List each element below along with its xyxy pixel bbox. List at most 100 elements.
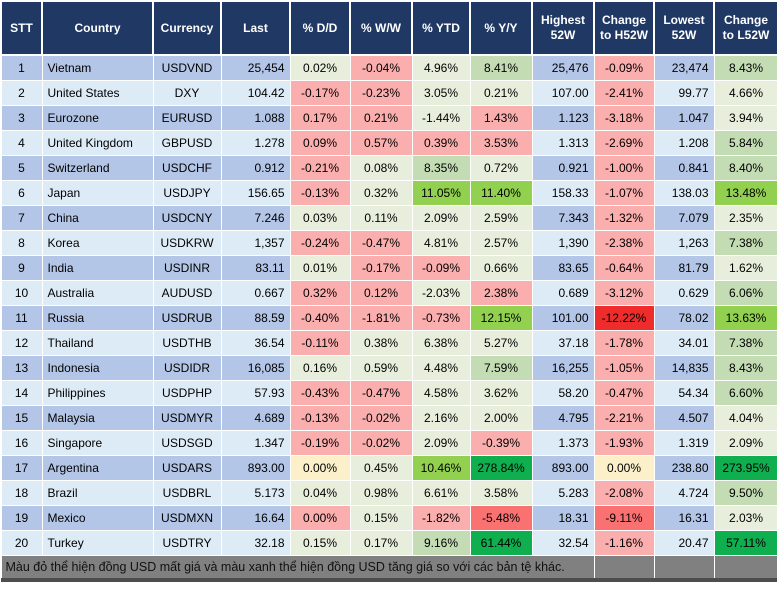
col-header-currency: Currency — [152, 0, 222, 56]
cell-lowest-52w: 4.507 — [653, 405, 715, 431]
cell-stt: 6 — [0, 180, 43, 206]
cell-pct-change-h52w: 0.00% — [593, 455, 655, 481]
cell-lowest-52w: 81.79 — [653, 255, 715, 281]
cell-pct-ww: -0.04% — [349, 54, 413, 81]
cell-currency: USDIDR — [152, 355, 222, 381]
cell-last: 83.11 — [220, 255, 291, 281]
cell-pct-change-h52w: -0.64% — [593, 255, 655, 281]
cell-pct-change-l52w: 7.38% — [713, 330, 777, 356]
cell-currency: GBPUSD — [152, 130, 222, 156]
cell-pct-change-h52w: -1.07% — [593, 180, 655, 206]
table-row: 4 United Kingdom GBPUSD 1.278 0.09% 0.57% 0.39… — [0, 130, 777, 156]
cell-pct-dd: -0.17% — [289, 80, 351, 106]
table-row: 20 Turkey USDTRY 32.18 0.15% 0.17% 9.16% 61.44%… — [0, 530, 777, 556]
cell-stt: 1 — [0, 54, 43, 81]
cell-pct-ww: 0.57% — [349, 130, 413, 156]
cell-pct-change-h52w: -2.21% — [593, 405, 655, 431]
cell-country: Vietnam — [41, 54, 154, 81]
cell-pct-dd: 0.16% — [289, 355, 351, 381]
cell-pct-dd: 0.03% — [289, 205, 351, 231]
cell-country: Argentina — [41, 455, 154, 481]
cell-lowest-52w: 78.02 — [653, 305, 715, 331]
cell-pct-change-h52w: -3.12% — [593, 280, 655, 306]
fx-rates-sheet: STT Country Currency Last% D/D% W/W% YTD% Y… — [0, 0, 777, 582]
cell-stt: 10 — [0, 280, 43, 306]
cell-highest-52w: 4.795 — [531, 405, 595, 431]
cell-lowest-52w: 14,835 — [653, 355, 715, 381]
cell-pct-ww: -0.47% — [349, 380, 413, 406]
cell-lowest-52w: 0.629 — [653, 280, 715, 306]
cell-last: 88.59 — [220, 305, 291, 331]
col-header-change-to-l52w: Change to L52W — [713, 0, 777, 56]
cell-country: Indonesia — [41, 355, 154, 381]
cell-country: Malaysia — [41, 405, 154, 431]
cell-lowest-52w: 0.841 — [653, 155, 715, 181]
cell-lowest-52w: 138.03 — [653, 180, 715, 206]
cell-pct-yy: 5.27% — [469, 330, 533, 356]
table-row: 15 Malaysia USDMYR 4.689 -0.13% -0.02% 2.16% 2.… — [0, 405, 777, 431]
cell-pct-ytd: 2.09% — [411, 430, 471, 456]
cell-country: Switzerland — [41, 155, 154, 181]
cell-pct-ytd: 4.58% — [411, 380, 471, 406]
table-row: 19 Mexico USDMXN 16.64 0.00% 0.15% -1.82% -5.48… — [0, 505, 777, 531]
cell-pct-change-h52w: -0.09% — [593, 54, 655, 81]
cell-pct-change-l52w: 2.09% — [713, 430, 777, 456]
cell-last: 104.42 — [220, 80, 291, 106]
cell-highest-52w: 0.921 — [531, 155, 595, 181]
cell-lowest-52w: 1.208 — [653, 130, 715, 156]
cell-pct-change-h52w: -1.16% — [593, 530, 655, 556]
cell-pct-yy: 278.84% — [469, 455, 533, 481]
cell-lowest-52w: 7.079 — [653, 205, 715, 231]
cell-pct-dd: 0.04% — [289, 480, 351, 506]
cell-currency: USDARS — [152, 455, 222, 481]
fx-rates-table: STT Country Currency Last% D/D% W/W% YTD% Y… — [0, 0, 777, 582]
cell-pct-ytd: 0.39% — [411, 130, 471, 156]
cell-pct-dd: -0.19% — [289, 430, 351, 456]
cell-lowest-52w: 20.47 — [653, 530, 715, 556]
cell-highest-52w: 1,390 — [531, 230, 595, 256]
cell-pct-dd: 0.15% — [289, 530, 351, 556]
cell-pct-dd: -0.43% — [289, 380, 351, 406]
table-row: 6 Japan USDJPY 156.65 -0.13% 0.32% 11.05% 11.40… — [0, 180, 777, 206]
cell-pct-yy: -0.39% — [469, 430, 533, 456]
cell-last: 16,085 — [220, 355, 291, 381]
cell-highest-52w: 18.31 — [531, 505, 595, 531]
cell-highest-52w: 158.33 — [531, 180, 595, 206]
cell-pct-change-h52w: -1.05% — [593, 355, 655, 381]
cell-currency: USDRUB — [152, 305, 222, 331]
cell-last: 1.347 — [220, 430, 291, 456]
cell-highest-52w: 7.343 — [531, 205, 595, 231]
cell-pct-yy: 0.66% — [469, 255, 533, 281]
cell-stt: 18 — [0, 480, 43, 506]
col-header-country: Country — [41, 0, 154, 56]
cell-lowest-52w: 16.31 — [653, 505, 715, 531]
cell-pct-dd: -0.40% — [289, 305, 351, 331]
cell-currency: USDCHF — [152, 155, 222, 181]
cell-pct-ytd: 8.35% — [411, 155, 471, 181]
cell-stt: 4 — [0, 130, 43, 156]
cell-pct-ytd: 10.46% — [411, 455, 471, 481]
cell-lowest-52w: 1.319 — [653, 430, 715, 456]
cell-highest-52w: 37.18 — [531, 330, 595, 356]
cell-pct-ytd: -0.73% — [411, 305, 471, 331]
cell-country: China — [41, 205, 154, 231]
cell-country: Australia — [41, 280, 154, 306]
header-row: STT Country Currency Last% D/D% W/W% YTD% Y… — [0, 0, 777, 56]
cell-highest-52w: 25,476 — [531, 54, 595, 81]
cell-pct-dd: 0.01% — [289, 255, 351, 281]
cell-pct-dd: 0.02% — [289, 54, 351, 81]
cell-pct-change-l52w: 2.35% — [713, 205, 777, 231]
table-row: 5 Switzerland USDCHF 0.912 -0.21% 0.08% 8.35% 0… — [0, 155, 777, 181]
table-row: 9 India USDINR 83.11 0.01% -0.17% -0.09% 0.66% 8… — [0, 255, 777, 281]
cell-pct-dd: 0.00% — [289, 455, 351, 481]
footer-empty-cell — [653, 555, 715, 582]
cell-pct-dd: 0.00% — [289, 505, 351, 531]
cell-last: 0.912 — [220, 155, 291, 181]
cell-pct-yy: 12.15% — [469, 305, 533, 331]
cell-pct-yy: 2.00% — [469, 405, 533, 431]
col-header-stt: STT — [0, 0, 43, 56]
cell-pct-yy: 3.62% — [469, 380, 533, 406]
cell-lowest-52w: 4.724 — [653, 480, 715, 506]
cell-lowest-52w: 99.77 — [653, 80, 715, 106]
cell-pct-ytd: -1.82% — [411, 505, 471, 531]
